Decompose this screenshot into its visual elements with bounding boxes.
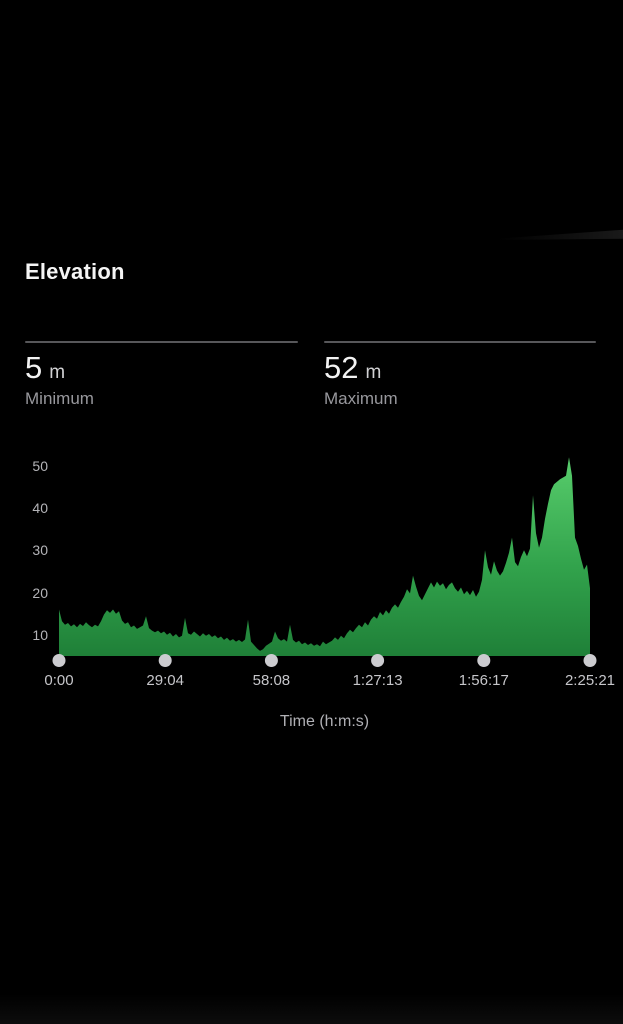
x-axis-marker-dot — [158, 654, 172, 667]
x-tick-label: 29:04 — [146, 672, 184, 689]
y-tick-label: 40 — [32, 499, 48, 516]
y-tick-label: 20 — [32, 584, 48, 601]
time-axis-label: Time (h:m:s) — [279, 713, 370, 730]
x-axis-markers — [52, 654, 597, 667]
elevation-chart[interactable]: 10 20 30 40 50 0:00 29:04 58:08 1:27:13 1:56:17 2… — [0, 440, 623, 750]
x-axis-marker-dot — [477, 654, 491, 667]
maximum-divider — [324, 341, 596, 343]
minimum-divider — [25, 341, 298, 343]
x-tick-label: 1:56:17 — [458, 672, 509, 689]
maximum-value-row: 52 m — [324, 351, 596, 384]
minimum-value: 5 — [25, 350, 43, 385]
elevation-plot — [52, 457, 597, 667]
maximum-label: Maximum — [324, 389, 398, 408]
maximum-unit: m — [365, 362, 382, 383]
x-tick-label: 58:08 — [252, 672, 291, 689]
y-tick-label: 30 — [32, 542, 48, 559]
bottom-map-edge-shadow — [0, 994, 623, 1024]
section-title: Elevation — [25, 259, 125, 284]
minimum-value-row: 5 m — [25, 351, 298, 384]
minimum-unit: m — [49, 362, 66, 383]
minimum-label: Minimum — [25, 389, 94, 408]
stat-maximum: 52 m Maximum — [324, 341, 596, 409]
maximum-value: 52 — [324, 350, 359, 385]
y-tick-label: 10 — [32, 626, 48, 643]
stat-minimum: 5 m Minimum — [25, 341, 298, 409]
x-tick-label: 0:00 — [44, 672, 74, 689]
x-tick-label: 1:27:13 — [352, 672, 403, 689]
map-bottom-edge-shadow — [498, 229, 623, 240]
x-axis-marker-dot — [583, 654, 597, 667]
x-axis-marker-dot — [264, 654, 278, 667]
elevation-area-series — [59, 457, 590, 656]
x-axis-marker-dot — [52, 654, 66, 667]
x-tick-label: 2:25:21 — [564, 672, 616, 689]
y-tick-label: 50 — [32, 457, 48, 474]
x-axis-marker-dot — [371, 654, 385, 667]
